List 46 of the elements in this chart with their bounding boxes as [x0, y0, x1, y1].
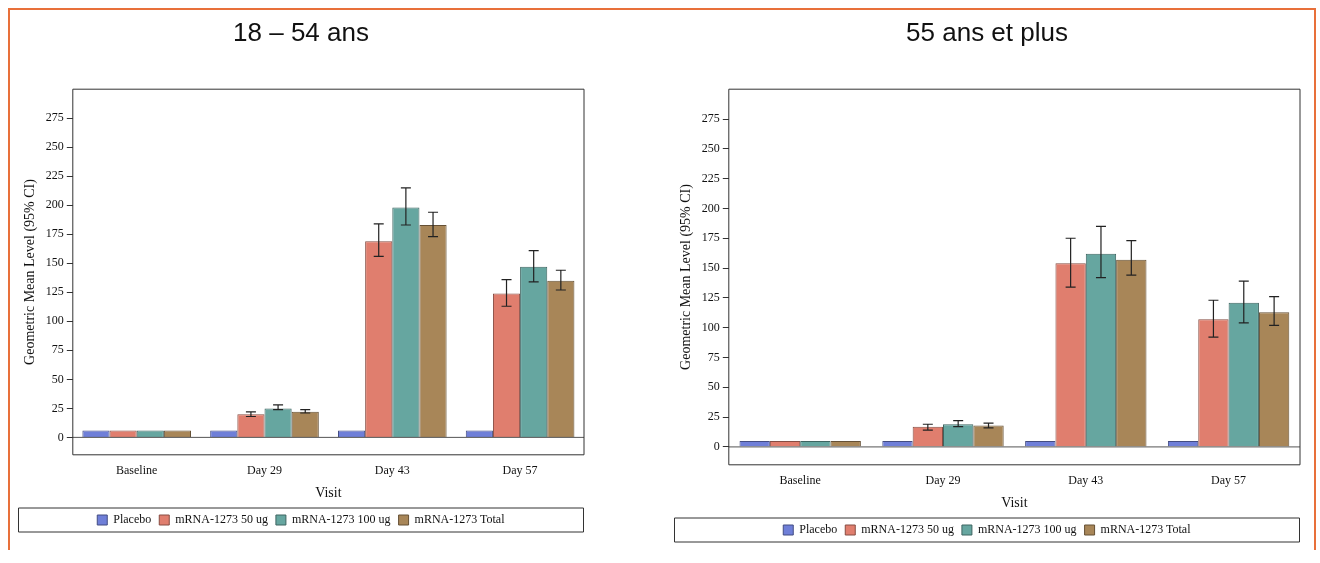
y-tick-label: 175: [701, 230, 720, 245]
x-tick-label: Day 57: [1211, 473, 1247, 488]
chart-title: 18 – 54 ans: [233, 16, 369, 47]
x-axis-title: Visit: [315, 485, 342, 501]
y-tick-label: 25: [707, 409, 720, 424]
y-tick-label: 250: [701, 140, 720, 155]
x-tick-label: Day 29: [247, 463, 282, 478]
y-tick-label: 125: [701, 290, 720, 305]
y-tick-label: 200: [701, 200, 720, 215]
y-tick-label: 225: [701, 170, 720, 185]
y-axis-title: Geometric Mean Level (95% CI): [22, 178, 39, 365]
y-tick-label: 150: [45, 255, 64, 270]
x-axis-title: Visit: [1001, 495, 1028, 511]
x-tick-label: Day 57: [502, 463, 538, 478]
y-tick-label: 275: [701, 111, 720, 126]
legend-label: mRNA-1273 100 ug: [291, 512, 391, 527]
y-tick-label: 75: [707, 349, 720, 364]
y-tick-label: 250: [45, 139, 64, 154]
y-tick-label: 0: [57, 429, 64, 444]
y-tick-label: 150: [701, 260, 720, 275]
y-tick-label: 0: [713, 439, 720, 454]
y-tick-label: 225: [45, 168, 64, 183]
y-tick-label: 25: [51, 400, 64, 415]
legend-label: mRNA-1273 50 ug: [861, 522, 954, 537]
y-tick-label: 175: [45, 226, 64, 241]
legend-label: mRNA-1273 Total: [414, 512, 506, 527]
legend-label: mRNA-1273 50 ug: [175, 512, 268, 527]
legend-label: mRNA-1273 100 ug: [977, 522, 1077, 537]
legend-label: Placebo: [113, 512, 152, 527]
chart-title: 55 ans et plus: [906, 16, 1068, 47]
y-tick-label: 125: [45, 284, 64, 299]
x-tick-label: Baseline: [779, 473, 821, 488]
legend-label: Placebo: [799, 522, 838, 537]
y-axis-title: Geometric Mean Level (95% CI): [678, 183, 695, 370]
x-tick-label: Baseline: [116, 463, 158, 478]
x-tick-label: Day 43: [1068, 473, 1104, 488]
y-tick-label: 275: [45, 110, 64, 125]
y-tick-label: 200: [45, 197, 64, 212]
x-tick-label: Day 29: [925, 473, 961, 488]
legend-label: mRNA-1273 Total: [1100, 522, 1192, 537]
x-tick-label: Day 43: [374, 463, 410, 478]
y-tick-label: 75: [51, 342, 64, 357]
y-tick-label: 50: [51, 371, 64, 386]
y-tick-label: 100: [701, 319, 720, 334]
y-tick-label: 50: [707, 379, 720, 394]
y-tick-label: 100: [45, 313, 64, 328]
